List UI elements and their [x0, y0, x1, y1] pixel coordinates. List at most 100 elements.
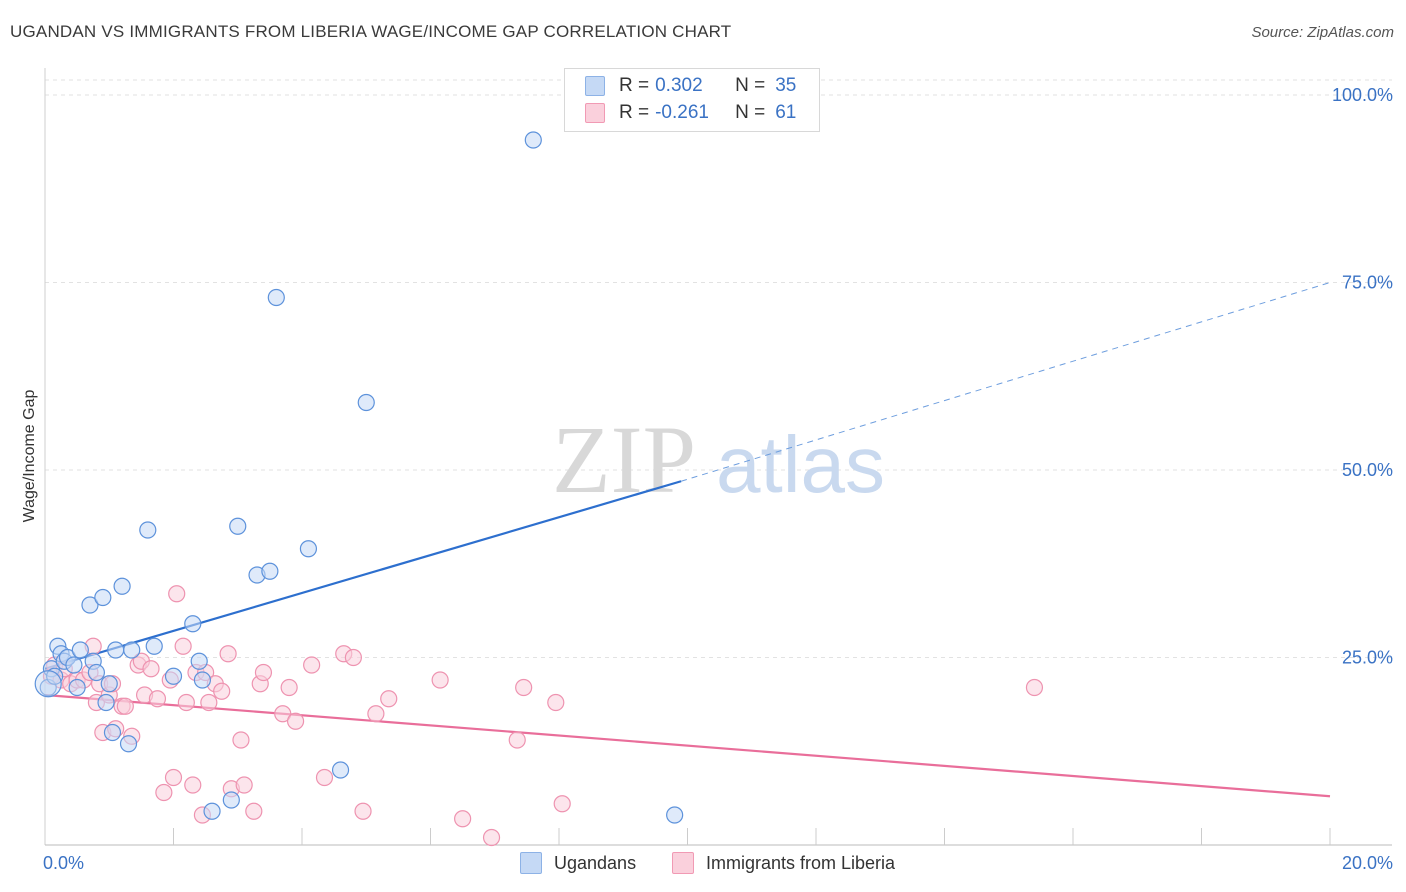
point-liberia	[177, 693, 195, 712]
point-liberia	[245, 802, 263, 820]
point-liberia	[367, 705, 385, 723]
y-tick-label: 50.0%	[1342, 460, 1393, 480]
point-ugandans	[97, 693, 115, 712]
point-ugandans	[103, 723, 122, 742]
point-ugandans	[666, 806, 684, 824]
point-ugandans	[87, 663, 106, 682]
point-ugandans	[193, 671, 212, 689]
point-liberia	[116, 697, 134, 715]
point-ugandans	[357, 393, 375, 412]
point-liberia	[303, 656, 321, 674]
point-liberia	[254, 663, 273, 682]
point-liberia	[213, 682, 231, 700]
point-ugandans	[261, 562, 279, 580]
legend-row-ugandans: R = 0.302 N = 35	[585, 74, 796, 98]
r-value-liberia: -0.261	[655, 102, 709, 123]
x-tick-label: 20.0%	[1342, 853, 1393, 873]
point-liberia	[142, 660, 160, 678]
point-ugandans	[190, 652, 208, 670]
point-liberia	[164, 768, 183, 787]
point-liberia	[344, 648, 362, 667]
point-liberia	[547, 693, 565, 712]
point-ugandans	[331, 761, 350, 779]
point-liberia	[508, 731, 526, 749]
point-liberia	[280, 678, 298, 697]
point-ugandans	[145, 637, 163, 655]
point-ugandans	[203, 802, 221, 820]
axes	[44, 68, 1392, 846]
r-label: R =	[619, 75, 650, 96]
series-name-liberia: Immigrants from Liberia	[706, 852, 896, 873]
legend-swatch-liberia	[585, 103, 605, 123]
point-ugandans	[267, 288, 285, 307]
point-liberia	[553, 795, 571, 813]
tick-labels: 25.0% 50.0% 75.0% 100.0% 0.0% 20.0%	[43, 85, 1393, 873]
point-ugandans-cluster	[34, 670, 62, 698]
point-ugandans	[68, 678, 86, 697]
correlation-legend: R = 0.302 N = 35 R = -0.261 N = 61	[564, 68, 820, 132]
point-ugandans	[222, 791, 240, 809]
point-liberia	[219, 645, 237, 663]
point-ugandans	[71, 641, 89, 659]
watermark-atlas: atlas	[716, 420, 885, 509]
point-liberia	[155, 783, 173, 802]
point-ugandans	[164, 667, 183, 685]
series-legend-liberia: Immigrants from Liberia	[672, 852, 895, 874]
point-ugandans	[229, 517, 247, 535]
r-value-ugandans: 0.302	[655, 75, 703, 96]
series-name-ugandans: Ugandans	[554, 852, 637, 873]
trend-line-ugandans	[44, 480, 682, 670]
point-liberia	[235, 776, 253, 794]
point-liberia	[315, 768, 334, 787]
x-tick-label: 0.0%	[43, 853, 84, 873]
point-liberia	[174, 637, 192, 655]
series-legend-ugandans: Ugandans	[520, 852, 636, 874]
point-ugandans	[81, 596, 99, 614]
series-swatch-liberia	[672, 852, 694, 874]
point-liberia	[274, 705, 292, 723]
y-tick-label: 100.0%	[1332, 85, 1393, 105]
y-tick-label: 25.0%	[1342, 648, 1393, 668]
point-liberia	[515, 678, 533, 697]
point-ugandans	[46, 667, 64, 685]
n-label: N =	[735, 75, 766, 96]
legend-row-liberia: R = -0.261 N = 61	[585, 101, 796, 125]
n-label: N =	[735, 102, 766, 123]
point-ugandans	[113, 577, 131, 595]
point-liberia	[431, 671, 449, 689]
point-ugandans	[123, 641, 141, 659]
n-value-ugandans: 35	[775, 75, 797, 96]
point-liberia	[148, 690, 167, 708]
gridlines	[45, 79, 1392, 658]
watermark-zip: ZIP	[552, 406, 696, 513]
y-axis-label: Wage/Income Gap	[21, 390, 38, 523]
point-liberia	[380, 690, 398, 708]
point-ugandans	[94, 588, 112, 607]
point-ugandans	[100, 675, 118, 693]
point-liberia	[454, 810, 472, 828]
data-points	[34, 131, 1044, 847]
point-ugandans	[184, 615, 202, 633]
point-liberia	[482, 828, 501, 847]
series-swatch-ugandans	[520, 852, 542, 874]
point-ugandans	[299, 540, 318, 558]
watermark: ZIP atlas	[552, 406, 885, 513]
point-ugandans	[119, 735, 138, 753]
point-liberia	[168, 585, 186, 603]
trend-lines	[44, 282, 1331, 798]
trend-line-liberia	[44, 693, 1331, 798]
point-liberia	[184, 776, 202, 794]
chart-title: UGANDAN VS IMMIGRANTS FROM LIBERIA WAGE/…	[10, 22, 732, 41]
n-value-liberia: 61	[775, 102, 797, 123]
point-liberia	[200, 693, 218, 712]
point-ugandans	[107, 641, 125, 659]
point-liberia	[1025, 678, 1044, 697]
legend-swatch-ugandans	[585, 76, 605, 96]
source-label: Source: ZipAtlas.com	[1251, 24, 1394, 41]
trend-line-ugandans-extension	[680, 282, 1331, 482]
point-ugandans	[524, 131, 542, 149]
r-label: R =	[619, 102, 650, 123]
point-ugandans	[139, 521, 157, 539]
y-tick-label: 75.0%	[1342, 273, 1393, 293]
